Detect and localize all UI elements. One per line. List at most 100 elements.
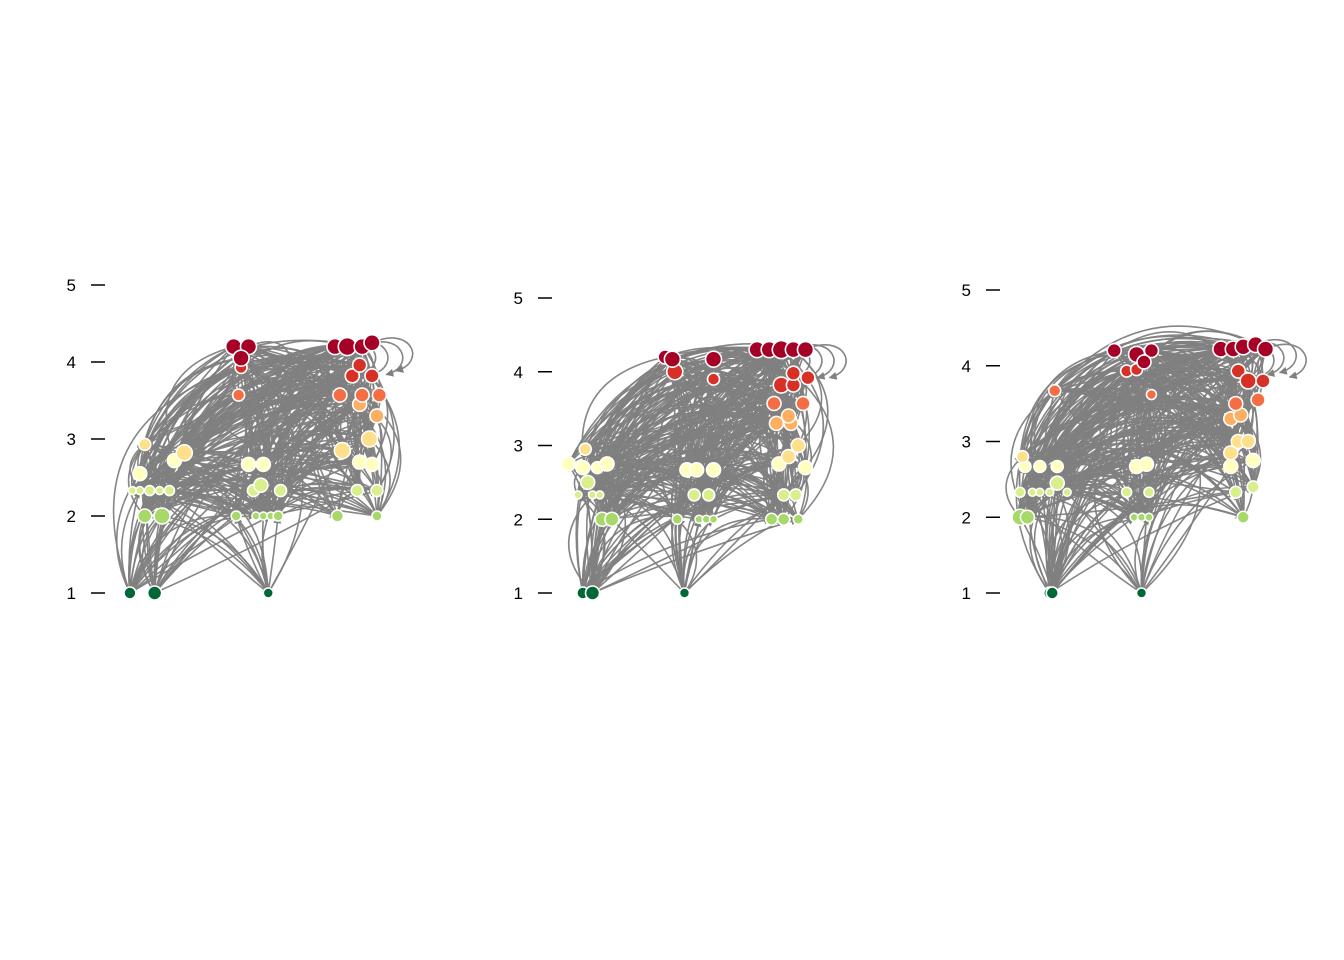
species-node [1230, 363, 1247, 379]
species-node [708, 514, 719, 525]
species-node [1246, 480, 1260, 494]
food-web-edge [792, 372, 835, 520]
food-web-edge [584, 378, 804, 450]
species-node [1136, 354, 1152, 370]
species-node [1135, 587, 1148, 599]
species-node [240, 456, 257, 473]
y-tick-label: 4 [514, 363, 523, 382]
food-web-edge [611, 518, 686, 594]
food-web-edge [237, 390, 371, 440]
species-node [360, 430, 379, 448]
food-web-edge [112, 365, 242, 594]
food-web-edge [712, 354, 790, 417]
food-web-edge [148, 346, 235, 491]
species-node [1033, 459, 1047, 474]
food-web-edge [144, 394, 240, 446]
food-web-edge [1033, 390, 1056, 467]
y-tick-label: 1 [67, 584, 76, 603]
species-node [785, 365, 802, 382]
food-web-edge [174, 403, 361, 462]
species-node [1250, 392, 1266, 408]
food-web-edge [144, 443, 254, 492]
panel-1: 1 2 3 4 5 [67, 276, 414, 603]
species-node [344, 368, 361, 384]
species-node [333, 441, 352, 460]
species-node [575, 459, 591, 476]
species-node [364, 456, 380, 473]
food-web-edge [371, 337, 414, 373]
species-node [146, 585, 163, 601]
y-tick-label: 3 [962, 433, 971, 452]
food-web-edge [1143, 361, 1259, 401]
food-web-edge [267, 515, 282, 594]
nodes [560, 339, 816, 601]
food-web-edge [683, 518, 785, 594]
food-web-edge [1024, 463, 1236, 494]
species-node [701, 488, 716, 502]
species-node [1120, 486, 1133, 499]
species-node [1047, 383, 1062, 398]
species-node [599, 456, 615, 472]
y-tick-label: 4 [962, 357, 971, 376]
panel-3: 1 2 3 4 5 [962, 281, 1307, 603]
species-node [1255, 373, 1271, 389]
species-node [1239, 372, 1257, 390]
species-node [136, 508, 153, 524]
food-web-edge [1113, 331, 1239, 372]
food-web-edge [712, 378, 780, 465]
species-node [780, 448, 797, 465]
species-node [780, 408, 797, 424]
food-web-edge [1054, 334, 1244, 392]
panels: 1 2 3 4 5 1 2 3 4 5 1 2 3 4 5 [67, 276, 1307, 603]
species-node [1227, 395, 1244, 412]
species-node [764, 512, 779, 527]
food-web-edge [165, 344, 235, 461]
species-node [1015, 449, 1030, 464]
species-node [1019, 509, 1036, 526]
species-node [232, 349, 250, 367]
species-node [1145, 388, 1158, 401]
species-node [371, 387, 388, 403]
species-node [135, 485, 145, 496]
species-node [1045, 586, 1060, 600]
panel-2: 1 2 3 4 5 [514, 289, 847, 603]
species-node [231, 388, 246, 402]
food-web-edge [567, 344, 783, 465]
food-web-edge [1031, 489, 1143, 594]
species-node [790, 437, 807, 454]
species-node [706, 372, 721, 386]
species-node [1223, 445, 1239, 461]
species-node [1106, 342, 1123, 359]
food-web-edge [567, 494, 594, 594]
species-node [776, 512, 791, 527]
food-web-edge [1019, 512, 1143, 594]
food-web-edge [149, 460, 250, 492]
food-web-edge [1039, 353, 1138, 467]
food-web-edge [1143, 356, 1186, 393]
species-node [788, 488, 803, 502]
y-tick-label: 3 [514, 437, 523, 456]
food-web-edge [591, 457, 807, 594]
food-web-edge [143, 441, 373, 466]
species-node [1138, 456, 1155, 473]
food-web-edge [248, 341, 290, 377]
y-tick-label: 2 [67, 507, 76, 526]
species-node [792, 513, 805, 526]
species-node [369, 408, 385, 424]
y-tick-label: 5 [514, 289, 523, 308]
species-node [1044, 487, 1055, 498]
species-node [776, 488, 791, 502]
species-node [687, 488, 701, 502]
food-web-edge [240, 363, 371, 440]
species-node [330, 509, 345, 523]
y-tick-label: 5 [67, 276, 76, 295]
food-web-edge [1053, 386, 1232, 468]
species-node [688, 462, 705, 478]
y-tick-label: 2 [962, 508, 971, 527]
species-node [1236, 510, 1250, 525]
species-node [132, 465, 148, 482]
species-node [663, 350, 682, 369]
food-web-edge [1099, 370, 1128, 493]
species-node [137, 437, 152, 452]
